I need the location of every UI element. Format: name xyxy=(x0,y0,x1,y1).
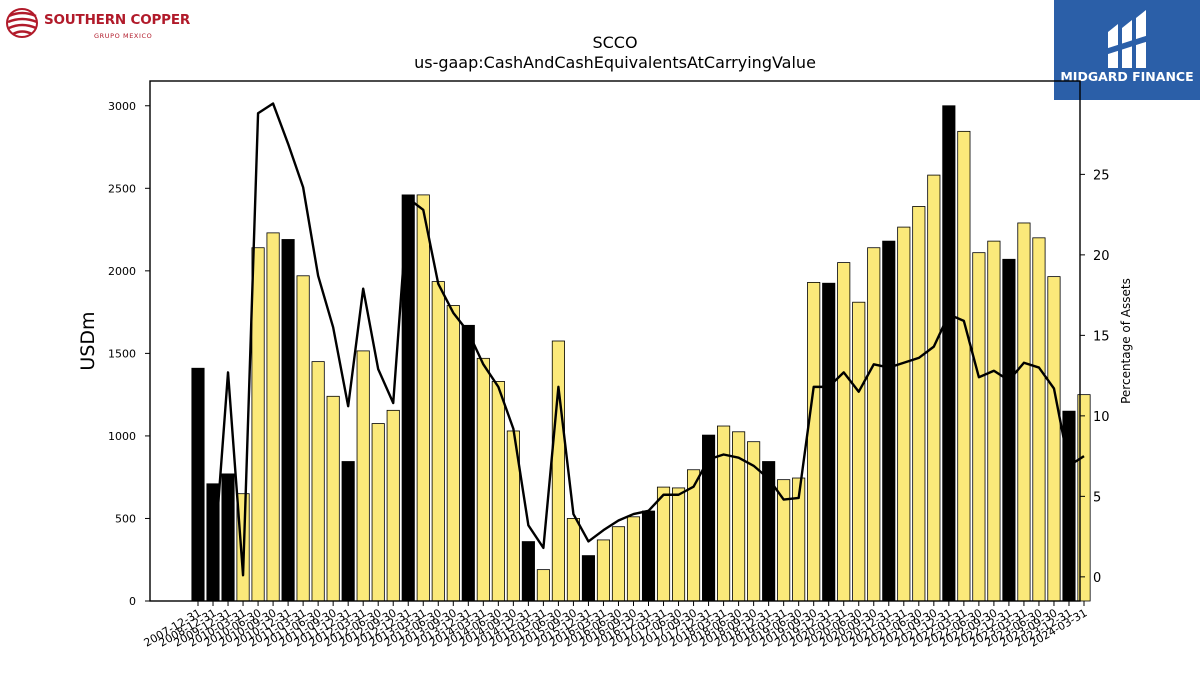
bar xyxy=(1047,276,1061,602)
percent-line xyxy=(211,102,1085,577)
plot-frame xyxy=(149,80,1081,602)
southern-copper-logo-icon xyxy=(6,8,38,38)
bar xyxy=(296,275,310,602)
southern-copper-logo-name: SOUTHERN COPPER xyxy=(44,12,191,28)
bar xyxy=(762,461,776,602)
bar xyxy=(266,232,280,602)
bar xyxy=(341,461,355,602)
bar xyxy=(191,367,205,602)
bar xyxy=(221,473,235,602)
midgard-finance-logo: MIDGARD FINANCE xyxy=(1054,0,1200,100)
chart-subtitle: us-gaap:CashAndCashEquivalentsAtCarrying… xyxy=(414,53,816,72)
bar xyxy=(596,539,611,602)
bar xyxy=(281,239,295,602)
bar xyxy=(371,423,385,602)
bar xyxy=(536,569,550,602)
y-tick-label: 500 xyxy=(115,512,136,525)
bar xyxy=(356,350,370,602)
bar xyxy=(957,130,971,602)
southern-copper-logo-subtitle: GRUPO MEXICO xyxy=(94,32,153,40)
bar xyxy=(611,526,626,602)
bar xyxy=(656,486,671,602)
bar xyxy=(1017,222,1031,602)
y2-tick-label: 15 xyxy=(1093,329,1110,344)
bar xyxy=(912,206,926,602)
bar xyxy=(942,105,956,602)
y-axis-label: USDm xyxy=(77,311,99,370)
bar xyxy=(566,518,580,602)
midgard-finance-logo-name: MIDGARD FINANCE xyxy=(1060,69,1194,84)
bar xyxy=(326,395,340,602)
bar xyxy=(626,516,641,602)
bar xyxy=(972,252,986,602)
bar xyxy=(1032,237,1046,602)
bar xyxy=(987,240,1001,602)
midgard-finance-logo-icon xyxy=(1102,10,1152,68)
bar xyxy=(431,281,445,602)
y2-tick-label: 25 xyxy=(1093,168,1110,183)
y-tick-label: 2000 xyxy=(108,265,136,278)
bar xyxy=(717,425,731,602)
bar xyxy=(476,357,490,602)
y-tick-label: 2500 xyxy=(108,182,136,195)
bar xyxy=(521,541,535,602)
southern-copper-logo: SOUTHERN COPPER GRUPO MEXICO xyxy=(6,6,206,42)
y2-tick-label: 10 xyxy=(1093,410,1110,425)
bar xyxy=(822,282,836,602)
bar xyxy=(852,301,866,602)
bar xyxy=(807,281,821,602)
bar xyxy=(386,409,400,602)
bar xyxy=(581,555,595,602)
bar xyxy=(897,226,911,602)
y2-axis-label: Percentage of Assets xyxy=(1119,278,1133,404)
y-tick-label: 3000 xyxy=(108,100,136,113)
bar xyxy=(1002,258,1016,602)
y2-tick-label: 0 xyxy=(1093,571,1101,586)
y-tick-label: 1000 xyxy=(108,430,136,443)
bar xyxy=(837,262,851,602)
bar xyxy=(311,361,325,602)
y-tick-label: 0 xyxy=(129,595,136,608)
y2-tick-label: 20 xyxy=(1093,249,1110,264)
bar xyxy=(867,247,881,602)
bar xyxy=(251,247,265,602)
bar xyxy=(927,174,941,602)
bar xyxy=(491,381,505,602)
y2-tick-label: 5 xyxy=(1093,490,1101,505)
bar xyxy=(446,305,460,602)
bar xyxy=(461,324,475,602)
chart-title: SCCO xyxy=(592,33,637,52)
bar xyxy=(641,510,656,602)
y-tick-label: 1500 xyxy=(108,347,136,360)
bar xyxy=(551,340,565,602)
bar xyxy=(882,240,896,602)
bar xyxy=(416,194,430,602)
bar xyxy=(671,487,686,602)
